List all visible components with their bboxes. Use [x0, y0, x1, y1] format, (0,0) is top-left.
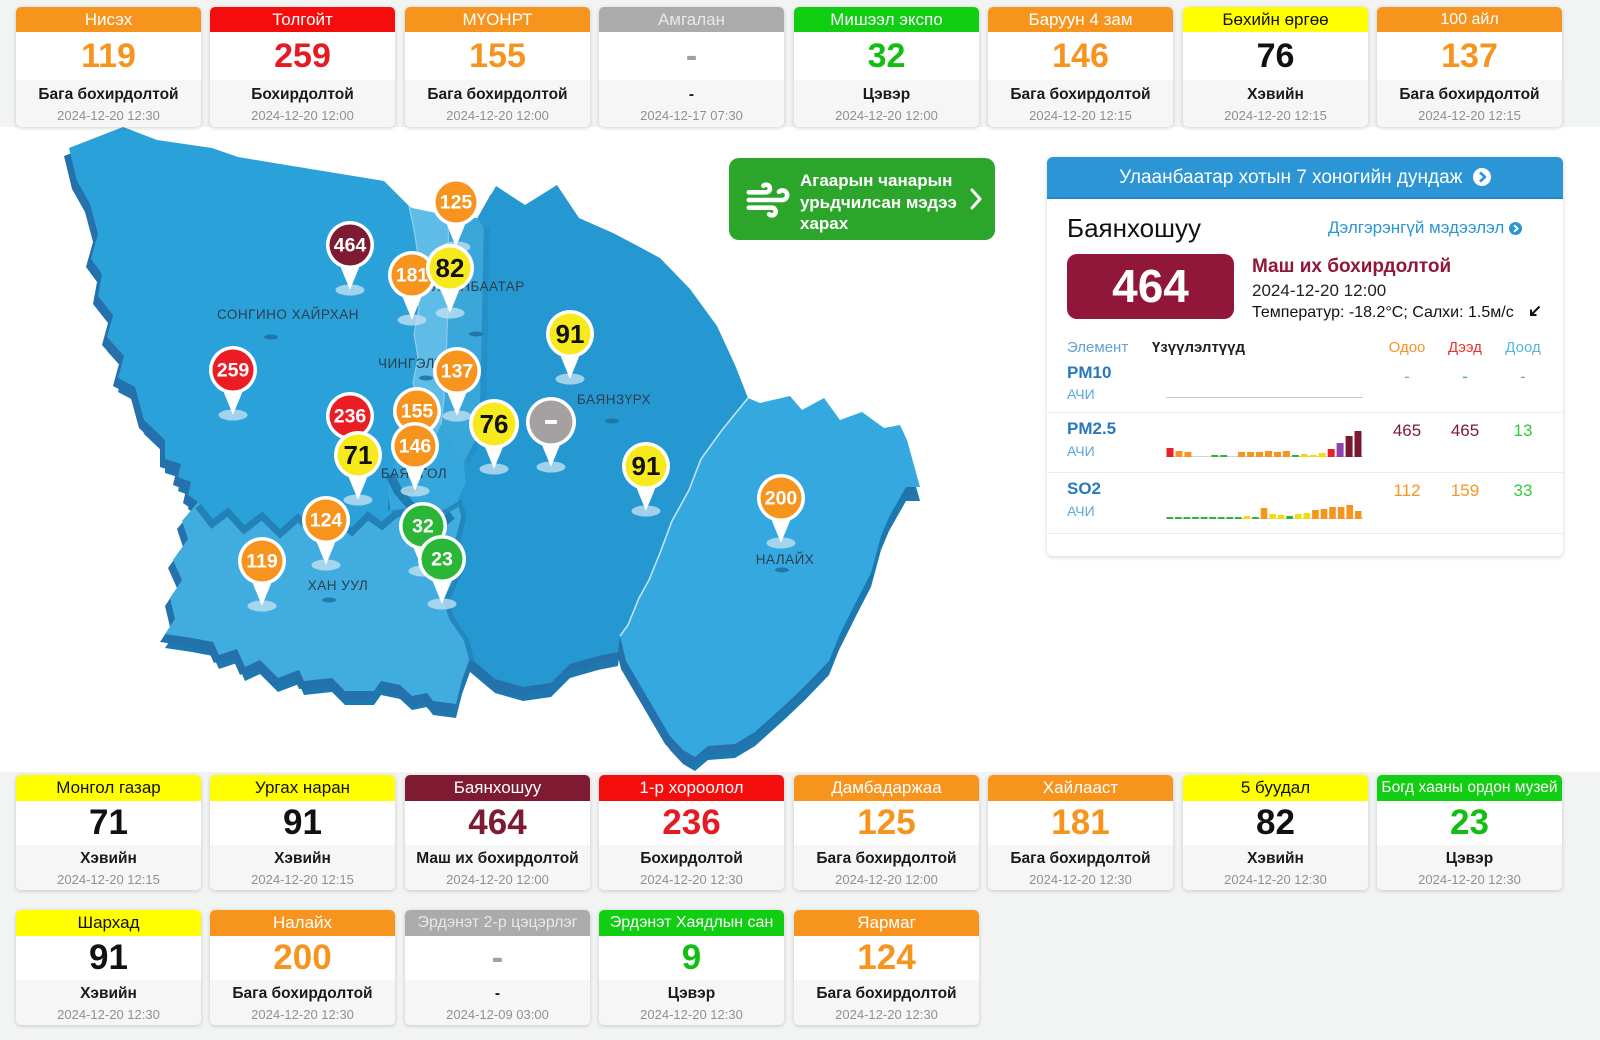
- svg-text:125: 125: [440, 192, 473, 214]
- svg-text:124: 124: [310, 510, 343, 532]
- svg-text:146: 146: [399, 436, 432, 458]
- svg-text:119: 119: [246, 551, 278, 573]
- svg-text:76: 76: [480, 409, 509, 439]
- svg-text:155: 155: [401, 401, 434, 423]
- svg-text:200: 200: [765, 488, 798, 510]
- svg-text:259: 259: [217, 360, 250, 382]
- svg-text:91: 91: [556, 319, 585, 349]
- svg-text:236: 236: [334, 406, 367, 428]
- svg-text:23: 23: [431, 549, 453, 571]
- svg-text:464: 464: [334, 235, 367, 257]
- svg-text:137: 137: [441, 361, 474, 383]
- svg-text:НАЛАЙХ: НАЛАЙХ: [756, 552, 815, 567]
- svg-text:71: 71: [344, 440, 373, 470]
- svg-text:ХАН УУЛ: ХАН УУЛ: [308, 578, 369, 593]
- svg-text:СОНГИНО ХАЙРХАН: СОНГИНО ХАЙРХАН: [217, 307, 359, 322]
- svg-text:82: 82: [436, 253, 465, 283]
- svg-text:181: 181: [396, 265, 429, 287]
- svg-text:32: 32: [412, 516, 434, 538]
- svg-text:91: 91: [632, 451, 661, 481]
- svg-text:БАЯНЗҮРХ: БАЯНЗҮРХ: [577, 392, 651, 407]
